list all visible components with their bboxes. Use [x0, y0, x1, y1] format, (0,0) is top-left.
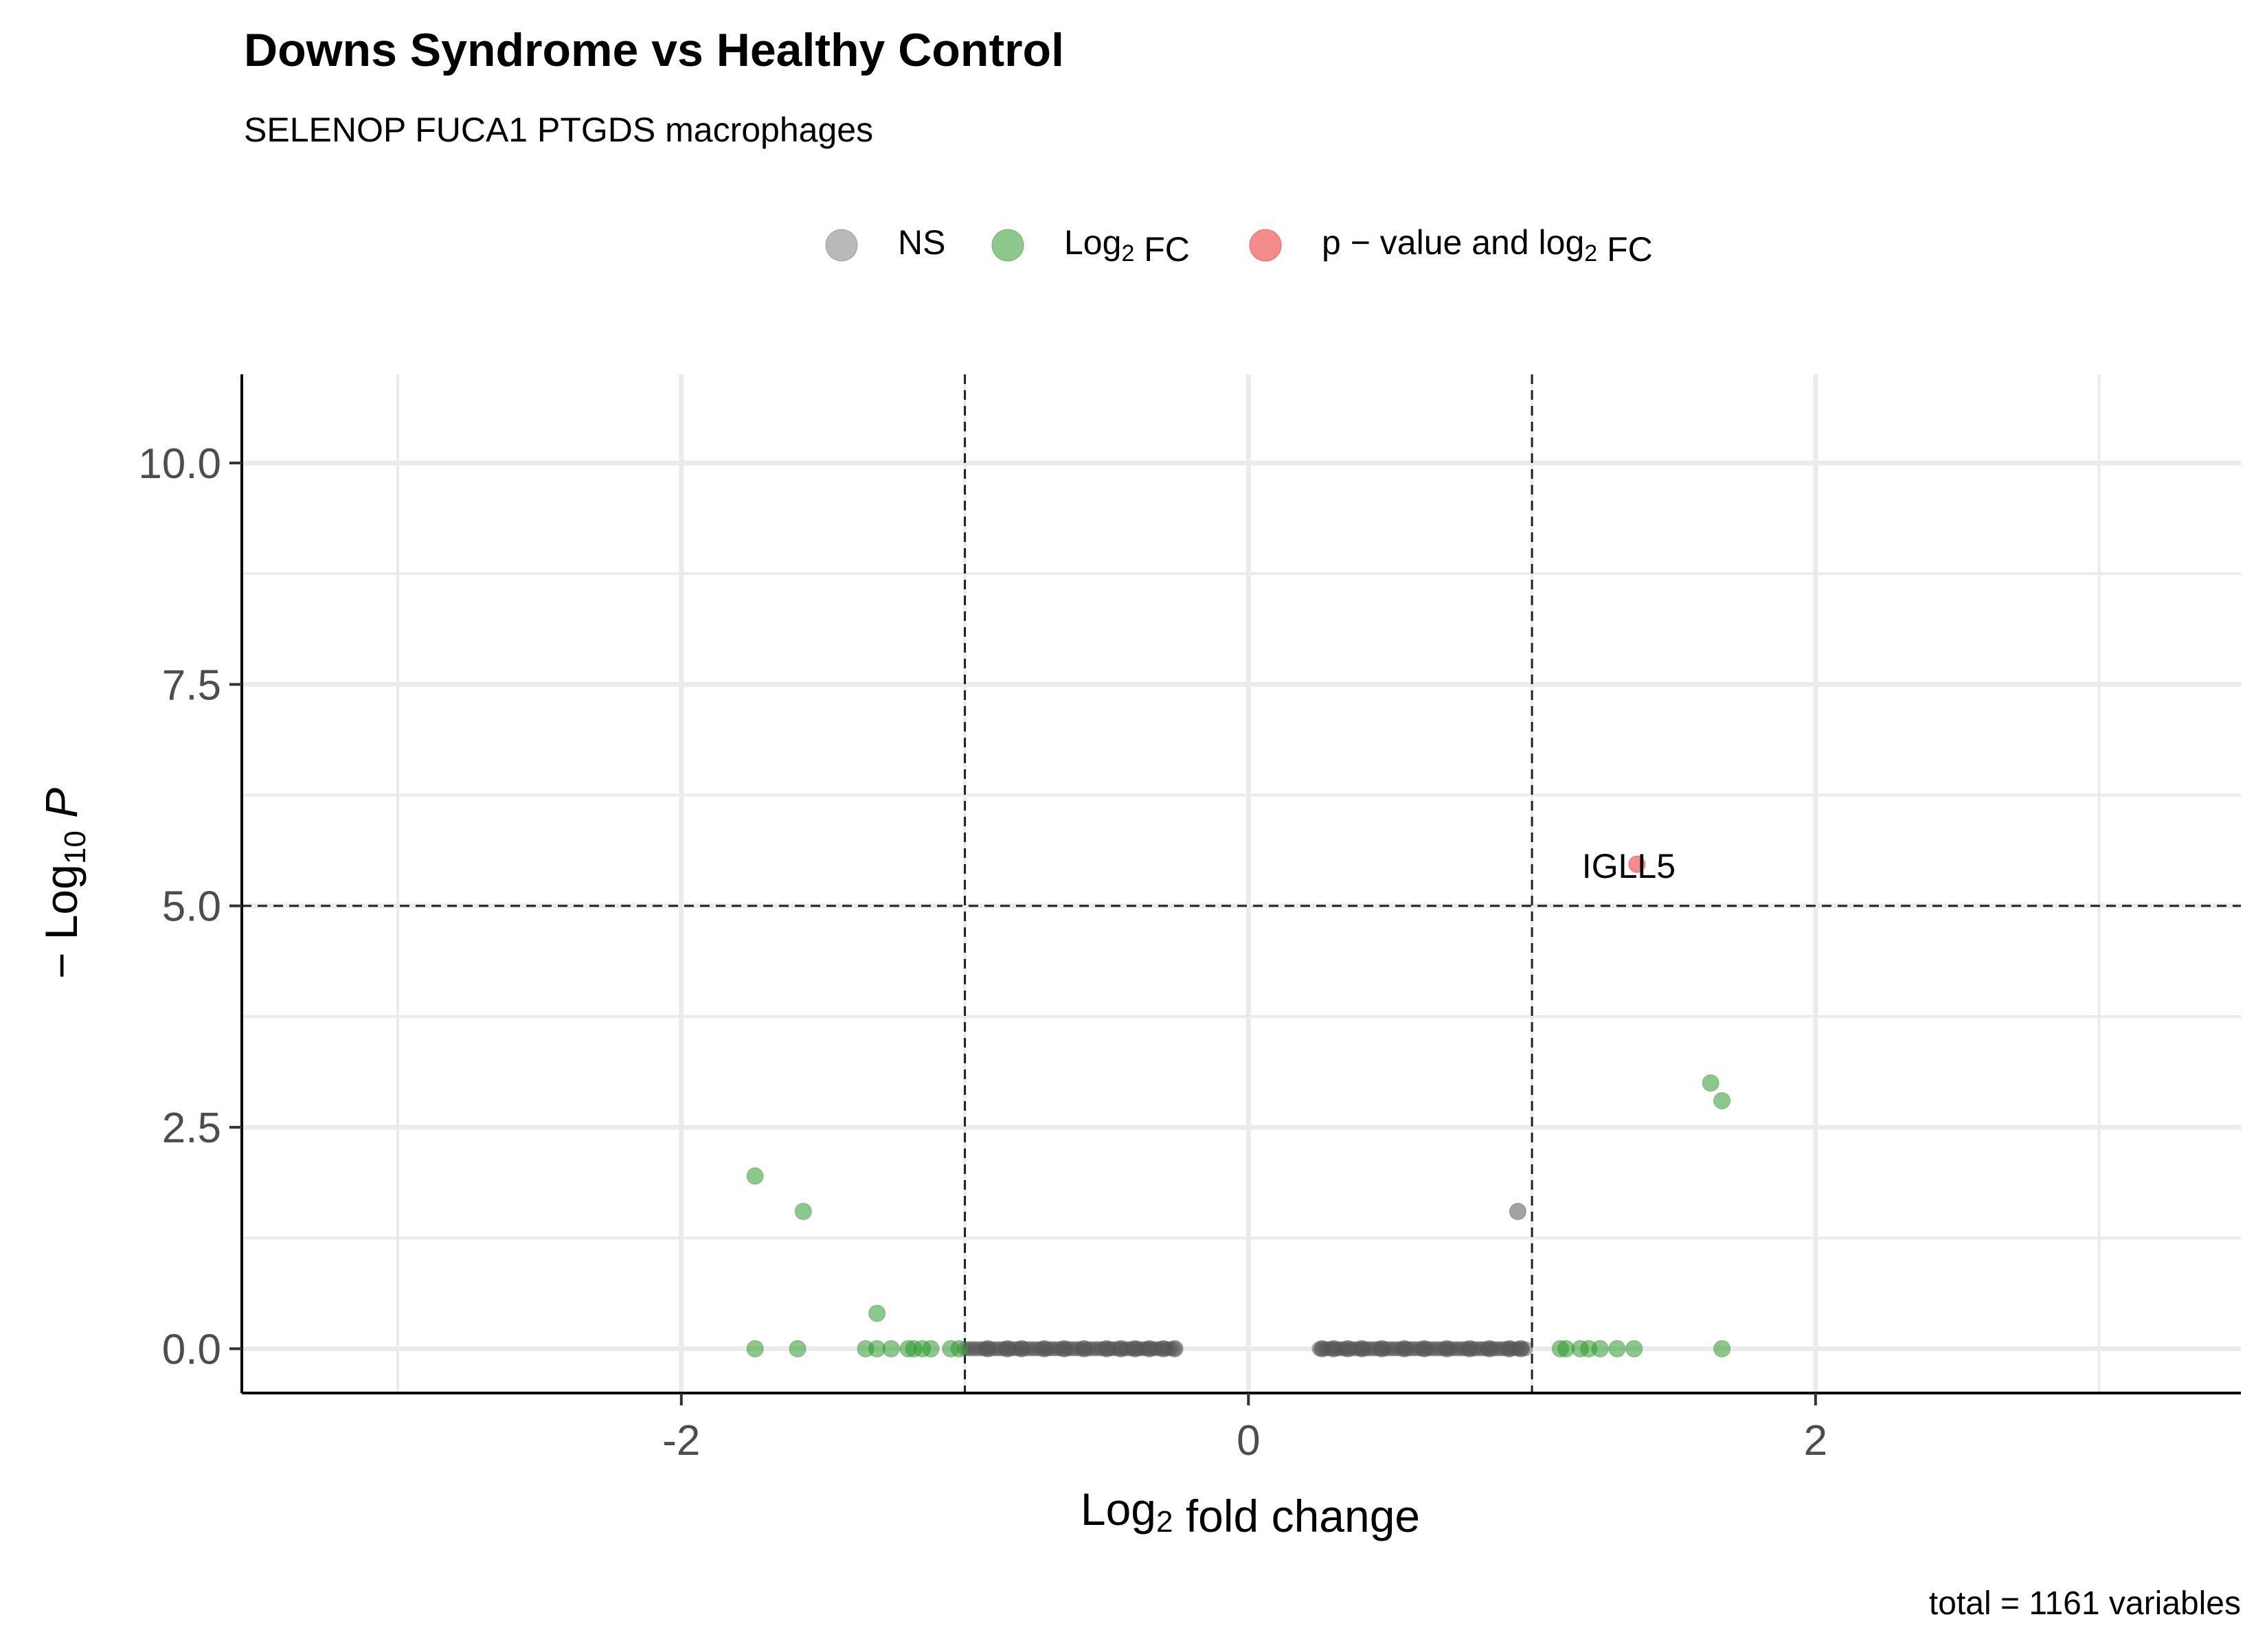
x-tick-label: 2 — [1804, 1417, 1827, 1464]
grid — [242, 374, 2241, 1393]
point-log2fc — [1608, 1340, 1626, 1358]
x-axis-ticks: -2 0 2 — [662, 1393, 1827, 1464]
legend-label: p − value and log2 FC — [1322, 223, 1653, 269]
point-ns — [1415, 1340, 1433, 1358]
point-log2fc — [1713, 1340, 1731, 1358]
x-tick-label: -2 — [662, 1417, 700, 1464]
legend-label: NS — [898, 223, 945, 262]
point-label: IGLL5 — [1582, 847, 1676, 885]
legend-item-ns: NS — [825, 223, 945, 262]
point-ns — [1512, 1340, 1530, 1358]
x-axis-title: Log2 fold change — [1081, 1484, 1420, 1541]
point-ns — [979, 1340, 997, 1358]
point-log2fc — [789, 1340, 807, 1358]
point-log2fc — [1625, 1340, 1643, 1358]
point-ns — [1075, 1340, 1093, 1358]
point-ns — [1480, 1340, 1498, 1358]
point-ns — [1013, 1340, 1030, 1358]
point-ns — [1460, 1340, 1478, 1358]
y-axis-ticks: 0.0 2.5 5.0 7.5 10.0 — [138, 440, 242, 1374]
series-log2fc — [746, 1074, 1731, 1358]
point-ns — [1438, 1340, 1456, 1358]
point-log2fc — [1591, 1340, 1609, 1358]
legend-label: Log2 FC — [1064, 223, 1190, 269]
legend-item-pval_log2fc: p − value and log2 FC — [1249, 223, 1653, 269]
series-pval_log2fc — [1628, 855, 1646, 873]
point-pval_log2fc — [1628, 855, 1646, 873]
x-tick-label: 0 — [1237, 1417, 1260, 1464]
data-points — [746, 855, 1731, 1358]
point-log2fc — [794, 1203, 812, 1221]
legend-marker-ns — [825, 229, 858, 262]
chart-caption: total = 1161 variables — [1929, 1585, 2241, 1622]
point-ns — [1353, 1340, 1371, 1358]
point-log2fc — [746, 1167, 764, 1185]
point-ns — [1166, 1340, 1184, 1358]
legend: NS Log2 FC p − value and log2 FC — [825, 223, 1653, 269]
y-tick-label: 7.5 — [162, 661, 221, 709]
y-tick-label: 2.5 — [162, 1105, 221, 1152]
point-log2fc — [922, 1340, 940, 1358]
point-log2fc — [1702, 1074, 1719, 1092]
chart-title: Downs Syndrome vs Healthy Control — [244, 24, 1064, 76]
y-tick-label: 10.0 — [138, 440, 221, 488]
point-ns — [1055, 1340, 1073, 1358]
legend-marker-log2fc — [991, 229, 1024, 262]
y-axis-title: − Log10 P — [36, 788, 92, 979]
legend-item-log2fc: Log2 FC — [991, 223, 1190, 269]
point-ns — [1373, 1340, 1390, 1358]
point-log2fc — [746, 1340, 764, 1358]
point-ns — [1509, 1203, 1526, 1221]
chart-subtitle: SELENOP FUCA1 PTGDS macrophages — [244, 111, 873, 149]
y-axis-title-text: − Log10 P — [36, 788, 92, 979]
point-log2fc — [868, 1304, 886, 1322]
point-ns — [1395, 1340, 1413, 1358]
point-ns — [1035, 1340, 1053, 1358]
point-log2fc — [950, 1340, 968, 1358]
legend-marker-pval_log2fc — [1249, 229, 1282, 262]
point-log2fc — [1713, 1091, 1731, 1109]
series-ns — [979, 1203, 1530, 1358]
point-log2fc — [882, 1340, 900, 1358]
y-tick-label: 0.0 — [162, 1326, 221, 1374]
y-tick-label: 5.0 — [162, 883, 221, 931]
